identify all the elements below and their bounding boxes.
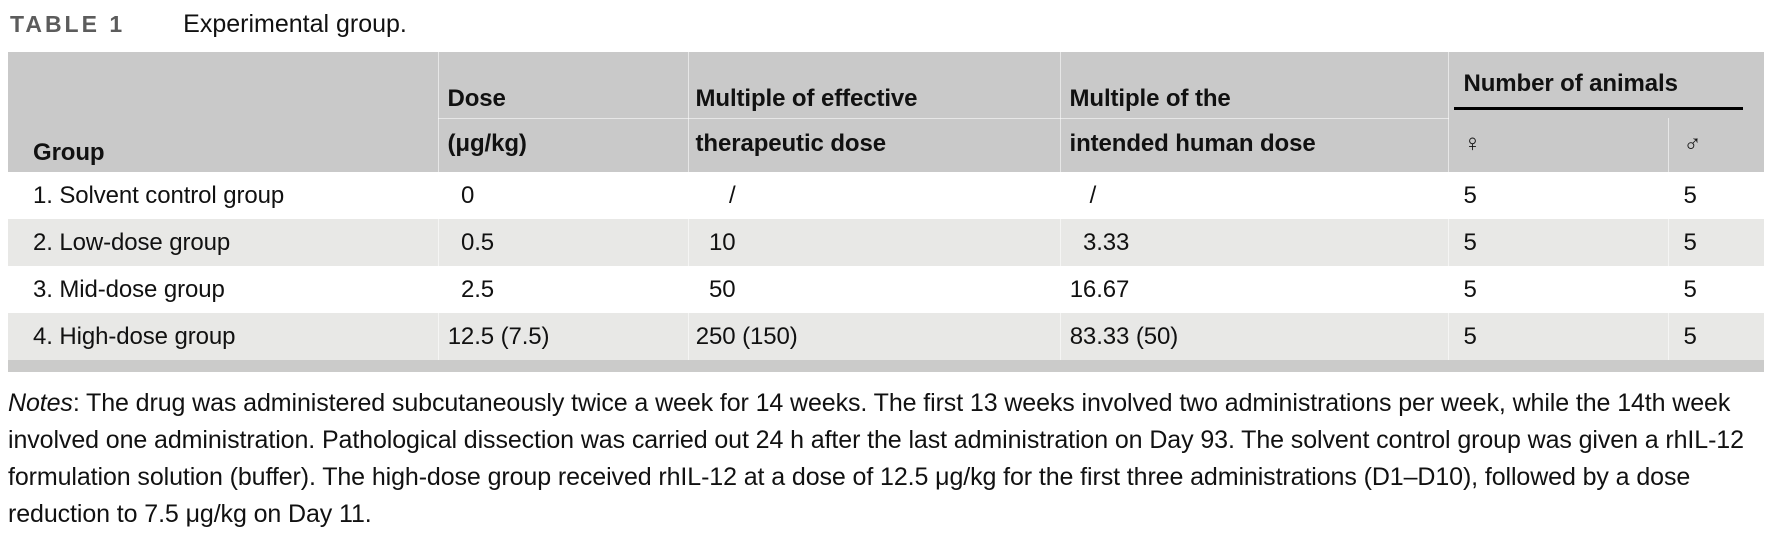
table-number-label: TABLE 1 — [10, 11, 126, 37]
table-header: Group Dose Multiple of effective Multipl… — [8, 52, 1765, 172]
dose-cell: 0 — [438, 172, 689, 219]
header-row-1: Group Dose Multiple of effective Multipl… — [8, 52, 1765, 172]
table-caption: Experimental group. — [183, 10, 407, 38]
col-header-human-dose-line2: intended human dose — [1060, 118, 1449, 172]
mult-human-cell: 3.33 — [1060, 219, 1449, 266]
mult-eff-cell: 50 — [688, 266, 1061, 313]
male-cell: 5 — [1668, 219, 1765, 266]
col-header-effective-dose-line2: therapeutic dose — [688, 118, 1061, 172]
col-header-group: Group — [8, 52, 439, 172]
dose-cell: 2.5 — [438, 266, 689, 313]
group-cell: 4. High-dose group — [8, 313, 439, 360]
number-of-animals-label: Number of animals — [1453, 70, 1744, 110]
male-cell: 5 — [1668, 313, 1765, 360]
table-row: 4. High-dose group 12.5 (7.5) 250 (150) 83.… — [8, 313, 1765, 360]
male-cell: 5 — [1668, 266, 1765, 313]
male-cell: 5 — [1668, 172, 1765, 219]
table-title: TABLE 1 Experimental group. — [10, 10, 1770, 44]
table-notes: Notes: The drug was administered subcuta… — [8, 385, 1750, 533]
female-symbol-icon: ♀ — [1448, 118, 1669, 172]
col-header-dose-line1: Dose — [438, 52, 689, 119]
table-body: 1. Solvent control group 0//5 5 2. Low-dose… — [8, 172, 1765, 360]
table-row: 3. Mid-dose group 2.5 50 16.67 5 5 — [8, 266, 1765, 313]
mult-human-cell: 83.33 (50) — [1060, 313, 1449, 360]
col-header-number-of-animals: Number of animals — [1448, 52, 1765, 118]
table-row: 2. Low-dose group 0.5 10 3.33 5 5 — [8, 219, 1765, 266]
col-header-dose-line2: (μg/kg) — [438, 118, 689, 172]
experimental-group-table: Group Dose Multiple of effective Multipl… — [8, 52, 1765, 372]
notes-text: : The drug was administered subcutaneous… — [8, 389, 1744, 528]
female-cell: 5 — [1448, 313, 1669, 360]
dose-cell: 0.5 — [438, 219, 689, 266]
male-symbol-icon: ♂ — [1668, 118, 1765, 172]
col-header-human-dose-line1: Multiple of the — [1060, 52, 1449, 119]
col-header-effective-dose-line1: Multiple of effective — [688, 52, 1061, 119]
female-cell: 5 — [1448, 172, 1669, 219]
notes-label: Notes — [8, 389, 73, 417]
table-row: 1. Solvent control group 0//5 5 — [8, 172, 1765, 219]
table-bottom-rule — [8, 360, 1765, 372]
group-cell: 3. Mid-dose group — [8, 266, 439, 313]
mult-eff-cell: / — [688, 172, 1061, 219]
female-cell: 5 — [1448, 219, 1669, 266]
group-cell: 1. Solvent control group — [8, 172, 439, 219]
header-row-2: (μg/kg) therapeutic dose intended human … — [8, 118, 1765, 172]
female-cell: 5 — [1448, 266, 1669, 313]
dose-cell: 12.5 (7.5) — [438, 313, 689, 360]
mult-human-cell: 16.67 — [1060, 266, 1449, 313]
mult-eff-cell: 10 — [688, 219, 1061, 266]
group-cell: 2. Low-dose group — [8, 219, 439, 266]
mult-eff-cell: 250 (150) — [688, 313, 1061, 360]
mult-human-cell: / — [1060, 172, 1449, 219]
table-footer-row — [8, 360, 1765, 372]
